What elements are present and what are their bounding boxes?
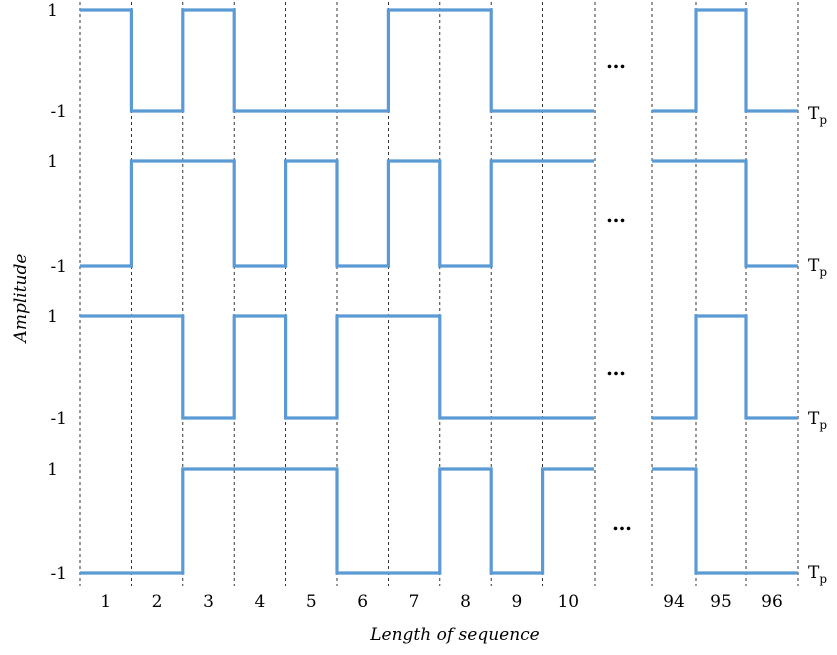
period-label: Tp [808,256,827,279]
x-tick-label: 1 [100,592,111,612]
x-tick-label: 4 [254,592,265,612]
ellipsis: … [612,511,632,535]
y-tick-label: 1 [47,307,58,327]
x-tick-label: 6 [357,592,368,612]
y-axis-title: Amplitude [11,254,31,345]
ellipsis: … [606,203,626,227]
waveform-segment [652,314,798,420]
waveform-segment [80,159,594,268]
x-tick-label: 5 [306,592,317,612]
x-tick-label: 95 [710,592,732,612]
ellipsis: … [606,356,626,380]
period-label-subscript: p [819,572,827,586]
waveforms [80,8,798,575]
waveform-segment [652,159,798,268]
y-tick-label: 1 [47,152,58,172]
period-label: Tp [808,563,827,586]
x-tick-label: 10 [557,592,579,612]
y-tick-label: -1 [50,257,67,277]
x-tick-label: 3 [203,592,214,612]
waveform-segment [80,314,594,420]
y-tick-label: 1 [47,1,58,21]
ellipsis: … [606,49,626,73]
waveform-segment [80,467,594,575]
waveform-segment [80,8,594,113]
y-tick-label: -1 [50,409,67,429]
labels: 1 -1 1 -1 1 -1 1 -1 Tp Tp Tp Tp … … … … 1 2 3 4 5 6 7 8 9 10 94 95 9… [47,1,827,612]
period-label-subscript: p [819,265,827,279]
y-tick-label: -1 [50,102,67,122]
period-label-subscript: p [819,418,827,432]
x-tick-label: 7 [409,592,420,612]
x-tick-label: 2 [152,592,163,612]
waveform-segment [652,8,798,113]
period-label: Tp [808,409,827,432]
x-tick-label: 94 [663,592,685,612]
period-label: Tp [808,104,827,127]
x-tick-label: 8 [460,592,471,612]
waveform-segment [652,467,798,575]
x-axis-title: Length of sequence [369,625,540,645]
x-tick-label: 9 [511,592,522,612]
y-tick-label: -1 [50,564,67,584]
period-label-subscript: p [819,113,827,127]
x-tick-label: 96 [761,592,783,612]
y-tick-label: 1 [47,460,58,480]
